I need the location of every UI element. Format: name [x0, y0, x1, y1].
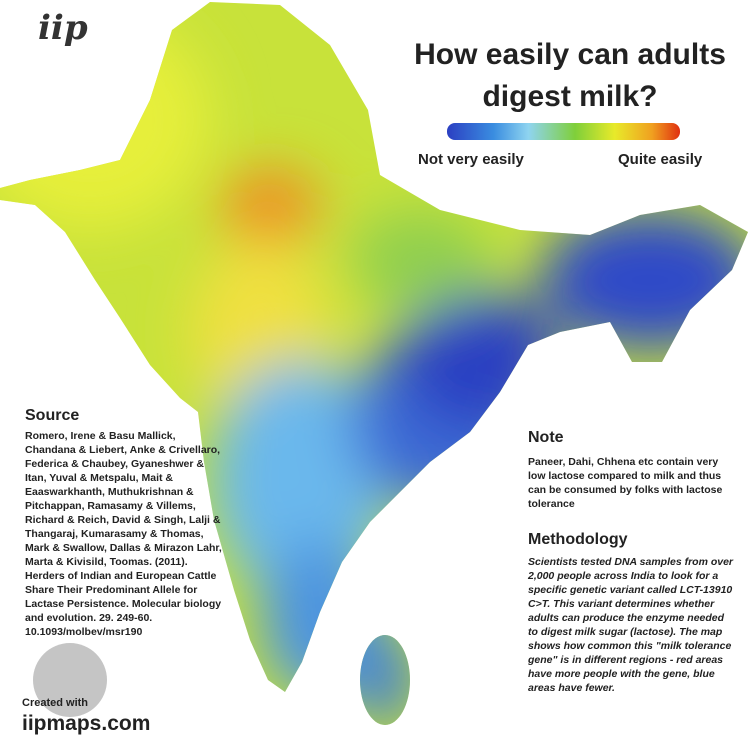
source-heading: Source [25, 407, 80, 424]
note-heading: Note [528, 429, 564, 446]
legend-bar [447, 123, 680, 140]
legend-low: Not very easily [418, 151, 524, 168]
source: Source Romero, Irene & Basu Mallick, Cha… [25, 407, 225, 639]
title-line: How easily can adults [414, 38, 726, 71]
logo: iip [38, 8, 88, 48]
created-with: Created with [22, 697, 89, 709]
source-text: Romero, Irene & Basu Mallick, Chandana &… [25, 430, 222, 638]
methodology: Methodology Scientists tested DNA sample… [528, 531, 736, 695]
title: How easily can adults digest milk? [400, 34, 740, 118]
site: iipmaps.com [22, 712, 151, 735]
title-line: digest milk? [482, 80, 658, 113]
legend-high: Quite easily [618, 151, 703, 168]
methodology-text: Scientists tested DNA samples from over … [528, 556, 734, 694]
note-text: Paneer, Dahi, Chhena etc contain very lo… [528, 456, 723, 510]
overlay-icon [33, 643, 107, 717]
methodology-heading: Methodology [528, 531, 628, 548]
note: Note Paneer, Dahi, Chhena etc contain ve… [528, 429, 733, 511]
